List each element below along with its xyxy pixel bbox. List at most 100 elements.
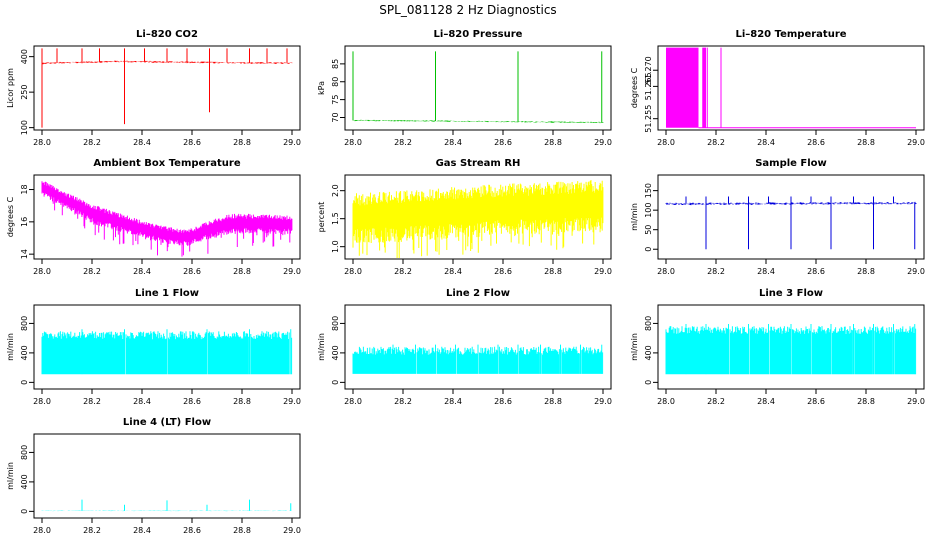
y-axis-label: degrees C xyxy=(6,196,15,237)
series-line-1 xyxy=(41,329,293,375)
y-axis-label: ml/min xyxy=(630,203,639,231)
y-tick-label: 100 xyxy=(644,203,653,218)
plot-frame xyxy=(657,45,925,131)
x-tick-label: 28.2 xyxy=(394,138,412,147)
y-tick-label: 0 xyxy=(20,380,29,385)
x-tick-label: 29.0 xyxy=(594,397,612,406)
series-line-4 xyxy=(41,499,293,512)
x-tick-label: 28.4 xyxy=(444,267,462,276)
chart-panel-6: Sample Flow 28.0 28.2 28.4 28.6 28.8 29.0 0 50 10… xyxy=(630,158,925,276)
chart-panel-7: Line 1 Flow 28.0 28.2 28.4 28.6 28.8 29.0 0 400 8… xyxy=(6,288,301,406)
series-co2 xyxy=(41,48,293,128)
y-axis-label: ml/min xyxy=(317,333,326,361)
series-rh xyxy=(352,180,604,258)
y-tick-label: 51.270 xyxy=(644,56,653,84)
x-tick-label: 28.8 xyxy=(544,397,562,406)
y-tick-label: 51.255 xyxy=(644,105,653,133)
y-tick-label: 800 xyxy=(20,316,29,331)
x-tick-label: 28.2 xyxy=(394,267,412,276)
y-tick-label: 400 xyxy=(20,474,29,489)
x-tick-label: 28.2 xyxy=(707,267,725,276)
x-tick-label: 28.2 xyxy=(83,397,101,406)
x-tick-label: 28.4 xyxy=(133,138,151,147)
x-tick-label: 28.0 xyxy=(344,138,362,147)
x-tick-label: 28.6 xyxy=(494,267,512,276)
x-tick-label: 28.0 xyxy=(657,267,675,276)
y-tick-label: 800 xyxy=(644,316,653,331)
x-tick-label: 28.8 xyxy=(857,397,875,406)
x-tick-label: 28.6 xyxy=(183,138,201,147)
series-block xyxy=(665,326,917,375)
chart-title: Sample Flow xyxy=(755,158,827,169)
x-tick-label: 28.0 xyxy=(344,397,362,406)
y-tick-label: 1.5 xyxy=(331,212,340,225)
chart-title: Line 4 (LT) Flow xyxy=(123,417,211,428)
x-tick-label: 28.0 xyxy=(657,138,675,147)
chart-title: Gas Stream RH xyxy=(436,158,521,169)
series-box-temperature xyxy=(41,181,293,257)
chart-panel-2: Li–820 Pressure 28.0 28.2 28.4 28.6 28.8 29.0 7… xyxy=(317,29,612,147)
y-tick-label: 400 xyxy=(331,345,340,360)
y-tick-label: 150 xyxy=(644,183,653,198)
x-tick-label: 29.0 xyxy=(283,397,301,406)
chart-title: Li–820 Temperature xyxy=(735,29,846,40)
x-tick-label: 28.8 xyxy=(233,526,251,535)
chart-title: Line 1 Flow xyxy=(135,288,199,299)
y-tick-label: 14 xyxy=(20,249,29,259)
x-tick-label: 29.0 xyxy=(907,397,925,406)
x-tick-label: 28.4 xyxy=(757,397,775,406)
x-tick-label: 28.4 xyxy=(133,397,151,406)
series-temperature xyxy=(666,47,916,129)
x-tick-label: 28.8 xyxy=(233,267,251,276)
x-tick-label: 28.6 xyxy=(807,397,825,406)
chart-panel-8: Line 2 Flow 28.0 28.2 28.4 28.6 28.8 29.0 0 400 8… xyxy=(317,288,612,406)
x-tick-label: 28.4 xyxy=(757,138,775,147)
y-tick-label: 0 xyxy=(644,247,653,252)
x-tick-label: 28.2 xyxy=(394,397,412,406)
x-tick-label: 28.0 xyxy=(344,267,362,276)
x-tick-label: 28.8 xyxy=(544,138,562,147)
x-tick-label: 28.0 xyxy=(33,138,51,147)
x-tick-label: 28.6 xyxy=(183,267,201,276)
x-tick-label: 28.4 xyxy=(133,526,151,535)
y-tick-label: 50 xyxy=(644,225,653,235)
series-band xyxy=(41,181,293,257)
y-tick-label: 0 xyxy=(20,509,29,514)
plot-frame xyxy=(344,45,612,131)
x-tick-label: 28.8 xyxy=(233,138,251,147)
y-tick-label: 800 xyxy=(331,316,340,331)
figure-title: SPL_081128 2 Hz Diagnostics xyxy=(379,3,556,17)
x-tick-label: 29.0 xyxy=(283,526,301,535)
y-axis-label: degrees C xyxy=(630,67,639,108)
chart-panel-5: Gas Stream RH 28.0 28.2 28.4 28.6 28.8 29.0 1.0… xyxy=(317,158,612,276)
y-tick-label: 18 xyxy=(20,184,29,194)
x-tick-label: 28.8 xyxy=(233,397,251,406)
x-tick-label: 28.4 xyxy=(133,267,151,276)
y-axis-label: ml/min xyxy=(6,462,15,490)
chart-panel-3: Li–820 Temperature 28.0 28.2 28.4 28.6 28.8 29… xyxy=(630,29,925,147)
x-tick-label: 28.2 xyxy=(707,138,725,147)
y-tick-label: 1.0 xyxy=(331,240,340,253)
x-tick-label: 28.4 xyxy=(444,397,462,406)
plot-frame xyxy=(344,304,612,390)
plot-frame xyxy=(344,174,612,260)
y-tick-label: 100 xyxy=(20,120,29,135)
x-tick-label: 28.2 xyxy=(707,397,725,406)
series-line-2 xyxy=(352,344,604,374)
chart-panel-10: Line 4 (LT) Flow 28.0 28.2 28.4 28.6 28.8 29.0… xyxy=(6,417,301,535)
panel-container: Li–820 CO2 28.0 28.2 28.4 28.6 28.8 29.0 100 250… xyxy=(6,29,925,535)
x-tick-label: 28.4 xyxy=(757,267,775,276)
chart-title: Line 2 Flow xyxy=(446,288,510,299)
x-tick-label: 28.6 xyxy=(494,397,512,406)
series-trace xyxy=(352,119,604,124)
plot-frame xyxy=(657,304,925,390)
y-tick-label: 16 xyxy=(20,217,29,227)
y-tick-label: 2.0 xyxy=(331,184,340,197)
y-axis-label: percent xyxy=(317,202,326,233)
x-tick-label: 28.2 xyxy=(83,526,101,535)
y-tick-label: 400 xyxy=(20,49,29,64)
series-pressure xyxy=(352,51,604,124)
chart-panel-1: Li–820 CO2 28.0 28.2 28.4 28.6 28.8 29.0 100 250… xyxy=(6,29,301,147)
chart-title: Li–820 Pressure xyxy=(434,29,523,40)
